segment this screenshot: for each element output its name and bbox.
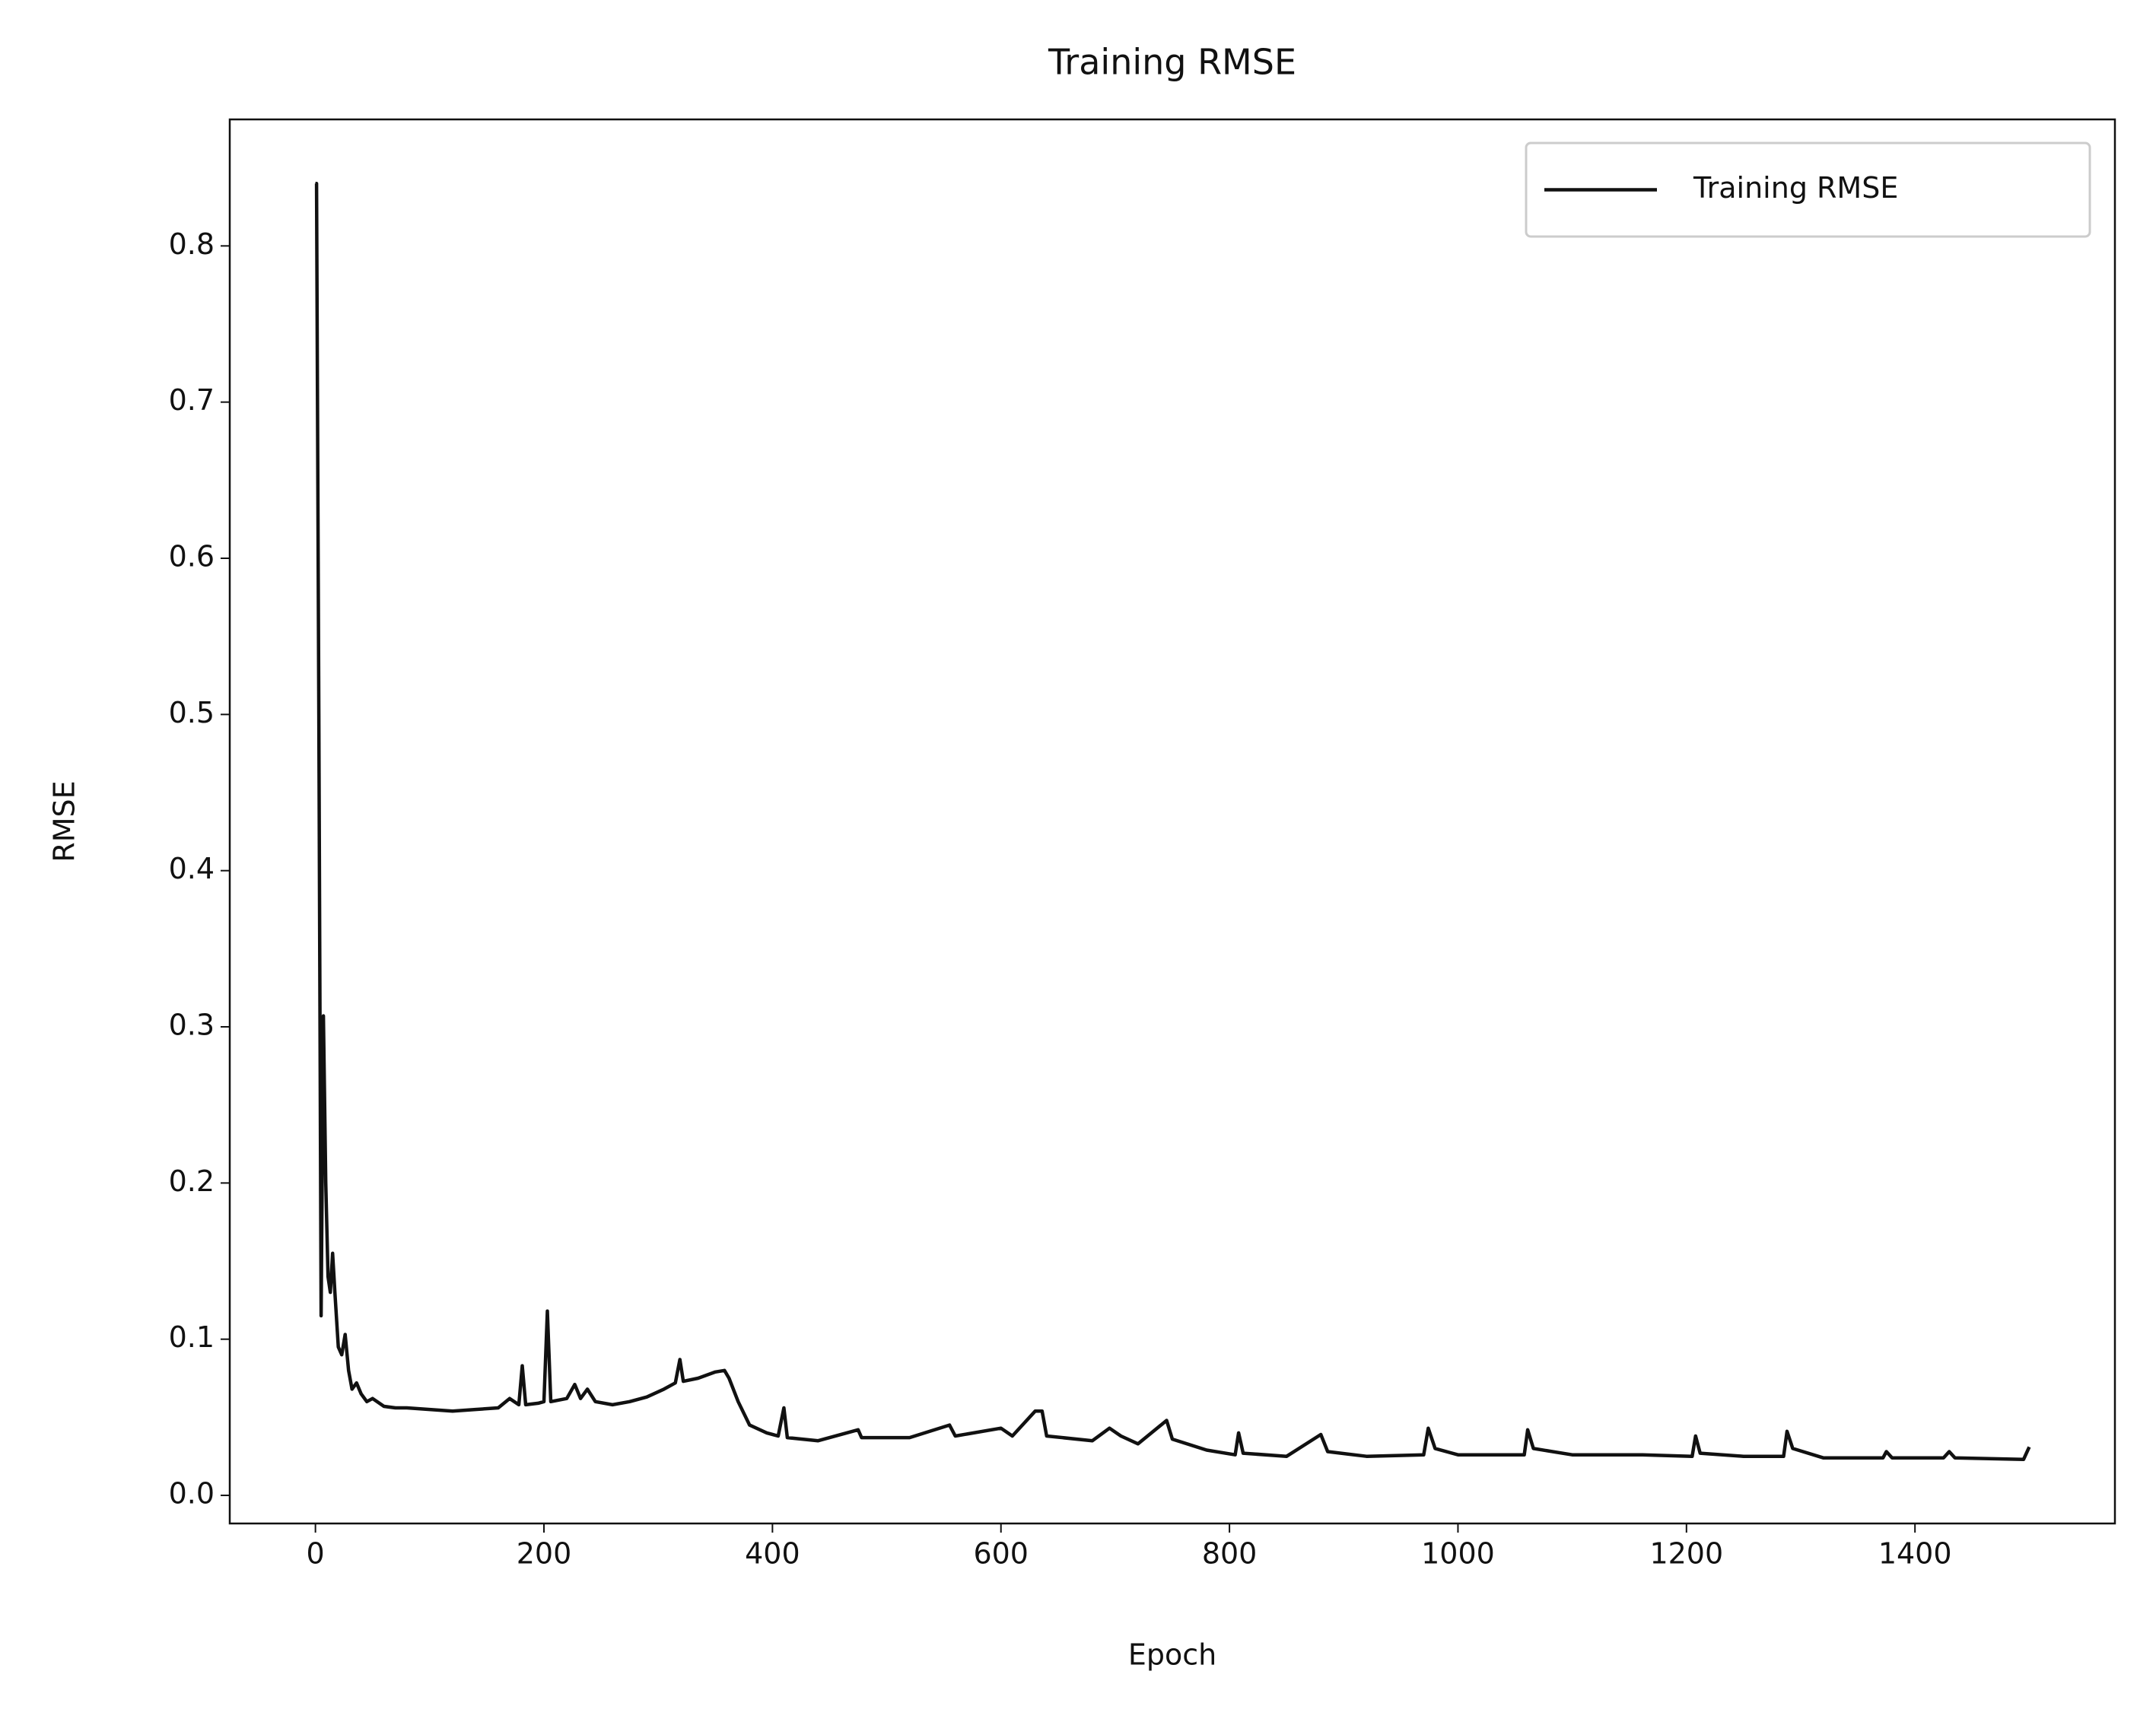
y-tick-label: 0.6 — [169, 540, 215, 573]
x-tick-label: 1000 — [1421, 1537, 1495, 1571]
y-tick-label: 0.3 — [169, 1009, 215, 1042]
legend-box — [1525, 141, 2091, 238]
y-tick-label: 0.1 — [169, 1320, 215, 1354]
x-tick-label: 1200 — [1649, 1537, 1723, 1571]
x-axis-label: Epoch — [1128, 1638, 1216, 1672]
y-tick-label: 0.5 — [169, 696, 215, 729]
x-tick-label: 400 — [745, 1537, 800, 1571]
x-tick-label: 0 — [307, 1537, 325, 1571]
y-tick-label: 0.0 — [169, 1477, 215, 1511]
x-tick-label: 600 — [973, 1537, 1029, 1571]
chart-title: Training RMSE — [1048, 42, 1296, 83]
legend-label: Training RMSE — [1693, 171, 1898, 205]
y-tick-label: 0.4 — [169, 852, 215, 885]
series-line — [314, 181, 2031, 1462]
x-tick-label: 200 — [517, 1537, 572, 1571]
x-tick-label: 1400 — [1878, 1537, 1952, 1571]
axes-frame — [228, 118, 2116, 1525]
y-axis-label: RMSE — [48, 780, 81, 862]
x-tick-label: 800 — [1202, 1537, 1258, 1571]
y-tick-label: 0.8 — [169, 227, 215, 261]
y-tick-label: 0.7 — [169, 383, 215, 417]
y-tick-label: 0.2 — [169, 1164, 215, 1198]
